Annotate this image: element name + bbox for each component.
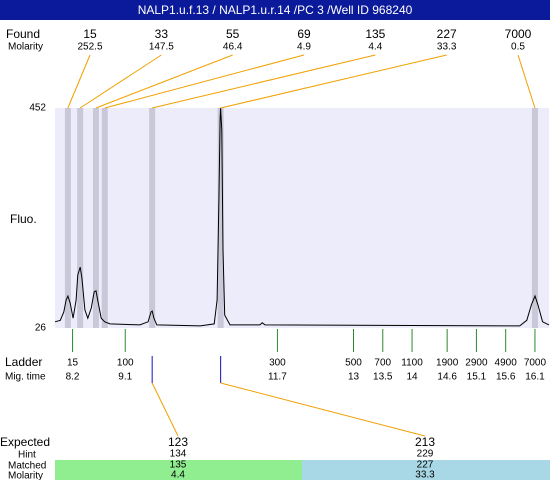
hint-size: 134 (170, 449, 187, 460)
found-size: 69 (297, 27, 311, 41)
hint-size: 229 (417, 449, 434, 460)
found-connector (79, 54, 162, 109)
matched-bar-left (55, 460, 302, 480)
found-connector (104, 54, 305, 109)
matched-molarity: 33.3 (415, 470, 435, 480)
ladder-size: 4900 (495, 358, 518, 369)
matched-size: 135 (170, 460, 187, 471)
found-size: 33 (155, 27, 169, 41)
ladder-size: 2900 (465, 358, 488, 369)
title: NALP1.u.f.13 / NALP1.u.r.14 /PC 3 /Well … (138, 3, 413, 17)
molarity-label: Molarity (8, 42, 43, 53)
hint-label: Hint (18, 450, 36, 461)
found-size: 7000 (505, 27, 532, 41)
ladder-mig-time: 9.1 (118, 372, 132, 383)
ladder-mig-time: 11.7 (268, 372, 287, 383)
ladder-mig-time: 16.1 (525, 372, 545, 383)
peak-band (217, 108, 224, 328)
found-molarity: 252.5 (77, 42, 102, 53)
mig-time-label: Mig. time (5, 372, 46, 383)
ladder-size: 300 (269, 358, 286, 369)
peak-band (64, 108, 71, 328)
ladder-size: 700 (374, 358, 391, 369)
peak-band (77, 108, 84, 328)
peak-band (101, 108, 108, 328)
plot-area (55, 108, 549, 328)
expected-size: 123 (168, 435, 188, 449)
y-tick-label: 26 (35, 323, 47, 334)
found-size: 227 (437, 27, 457, 41)
fluo-label: Fluo. (10, 212, 37, 226)
matched-molarity: 4.4 (171, 470, 185, 480)
found-connector (152, 54, 376, 109)
ladder-size: 100 (117, 358, 134, 369)
matched-size: 227 (417, 460, 434, 471)
found-connector (95, 54, 233, 109)
molarity-bottom-label: Molarity (8, 471, 43, 480)
found-size: 55 (226, 27, 240, 41)
found-molarity: 4.9 (297, 42, 311, 53)
ladder-label: Ladder (5, 355, 42, 369)
found-connector (517, 54, 536, 109)
ladder-mig-time: 14.6 (437, 372, 457, 383)
found-label: Found (6, 27, 40, 41)
found-molarity: 46.4 (223, 42, 243, 53)
ladder-mig-time: 13 (348, 372, 360, 383)
found-size: 135 (365, 27, 385, 41)
ladder-mig-time: 14 (406, 372, 418, 383)
ladder-size: 1100 (401, 358, 423, 369)
y-tick-label: 452 (29, 103, 46, 114)
ladder-size: 15 (67, 358, 79, 369)
found-connector (67, 54, 91, 109)
matched-label: Matched (8, 461, 46, 472)
ladder-mig-time: 13.5 (373, 372, 393, 383)
ladder-size: 500 (345, 358, 362, 369)
ladder-mig-time: 15.6 (496, 372, 516, 383)
trace (54, 107, 550, 327)
peak-band (531, 108, 538, 328)
expected-connector (151, 382, 179, 437)
found-molarity: 147.5 (149, 42, 174, 53)
peak-band (92, 108, 99, 328)
title-bar (0, 0, 550, 20)
found-size: 15 (83, 27, 97, 41)
ladder-mig-time: 15.1 (467, 372, 487, 383)
ladder-size: 1900 (436, 358, 459, 369)
expected-connector (220, 382, 426, 437)
found-molarity: 33.3 (437, 42, 457, 53)
expected-size: 213 (415, 435, 435, 449)
found-molarity: 0.5 (511, 42, 525, 53)
matched-bar-right (302, 460, 550, 480)
found-molarity: 4.4 (368, 42, 382, 53)
peak-band (149, 108, 156, 328)
ladder-mig-time: 8.2 (66, 372, 80, 383)
expected-label: Expected (0, 435, 50, 449)
ladder-size: 7000 (524, 358, 547, 369)
found-connector (220, 54, 447, 109)
